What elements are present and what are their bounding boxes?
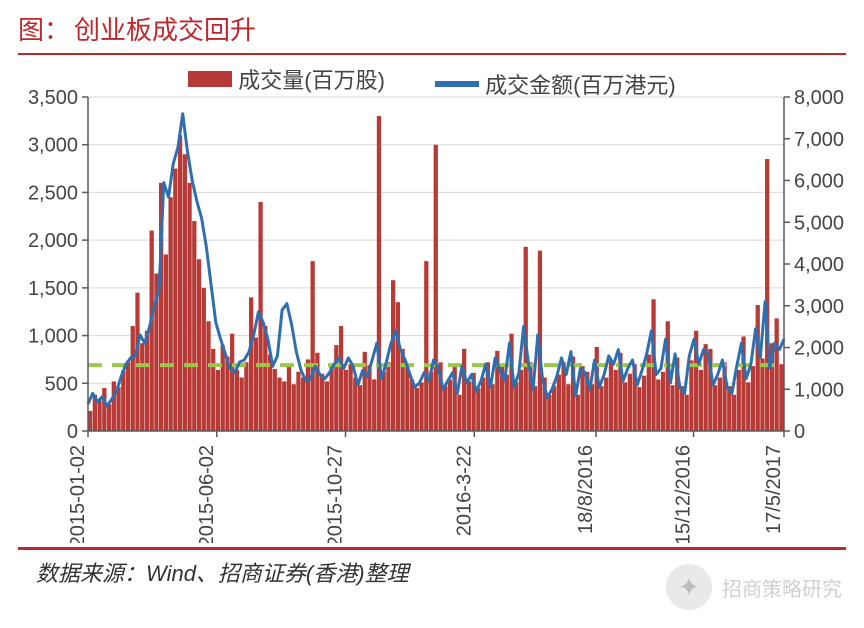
svg-text:7,000: 7,000	[794, 129, 844, 151]
title-text: 创业板成交回升	[74, 10, 256, 47]
svg-text:6,000: 6,000	[794, 171, 844, 193]
svg-text:2015-06-02: 2015-06-02	[196, 445, 218, 543]
svg-text:2,000: 2,000	[794, 338, 844, 360]
svg-text:17/5/2017: 17/5/2017	[763, 445, 785, 534]
svg-text:3,000: 3,000	[794, 296, 844, 318]
svg-text:2,500: 2,500	[28, 182, 78, 204]
chart-legend: 成交量(百万股) 成交金额(百万港元)	[26, 63, 838, 100]
legend-item-volume: 成交量(百万股)	[188, 63, 385, 95]
chart-svg: 05001,0001,5002,0002,5003,0003,50001,000…	[26, 63, 846, 543]
svg-text:4,000: 4,000	[794, 254, 844, 276]
watermark: ✦ 招商策略研究	[666, 564, 842, 610]
svg-text:1,000: 1,000	[28, 326, 78, 348]
svg-text:500: 500	[45, 373, 78, 395]
svg-text:0: 0	[67, 421, 78, 443]
svg-text:1,000: 1,000	[794, 379, 844, 401]
svg-text:2016-3-22: 2016-3-22	[453, 445, 475, 536]
legend-label-1: 成交量(百万股)	[238, 63, 385, 95]
legend-item-amount: 成交金额(百万港元)	[435, 68, 676, 100]
chart-container: 成交量(百万股) 成交金额(百万港元) 0 500 1,000 1,500 2,000 2…	[26, 63, 838, 543]
svg-text:1,500: 1,500	[28, 278, 78, 300]
legend-swatch-bar	[188, 71, 232, 87]
legend-swatch-line	[435, 81, 479, 87]
svg-text:18/8/2016: 18/8/2016	[575, 445, 597, 534]
svg-text:2,000: 2,000	[28, 230, 78, 252]
svg-text:5,000: 5,000	[794, 212, 844, 234]
watermark-text: 招商策略研究	[722, 573, 842, 602]
chart-title-row: 图： 创业板成交回升	[18, 10, 846, 55]
title-prefix: 图：	[18, 10, 70, 47]
svg-text:0: 0	[794, 421, 805, 443]
watermark-logo-icon: ✦	[666, 564, 712, 610]
svg-text:2015-01-02: 2015-01-02	[67, 445, 89, 543]
legend-label-2: 成交金额(百万港元)	[485, 68, 676, 100]
svg-text:15/12/2016: 15/12/2016	[673, 445, 695, 543]
svg-text:3,000: 3,000	[28, 135, 78, 157]
svg-text:2015-10-27: 2015-10-27	[325, 445, 347, 543]
